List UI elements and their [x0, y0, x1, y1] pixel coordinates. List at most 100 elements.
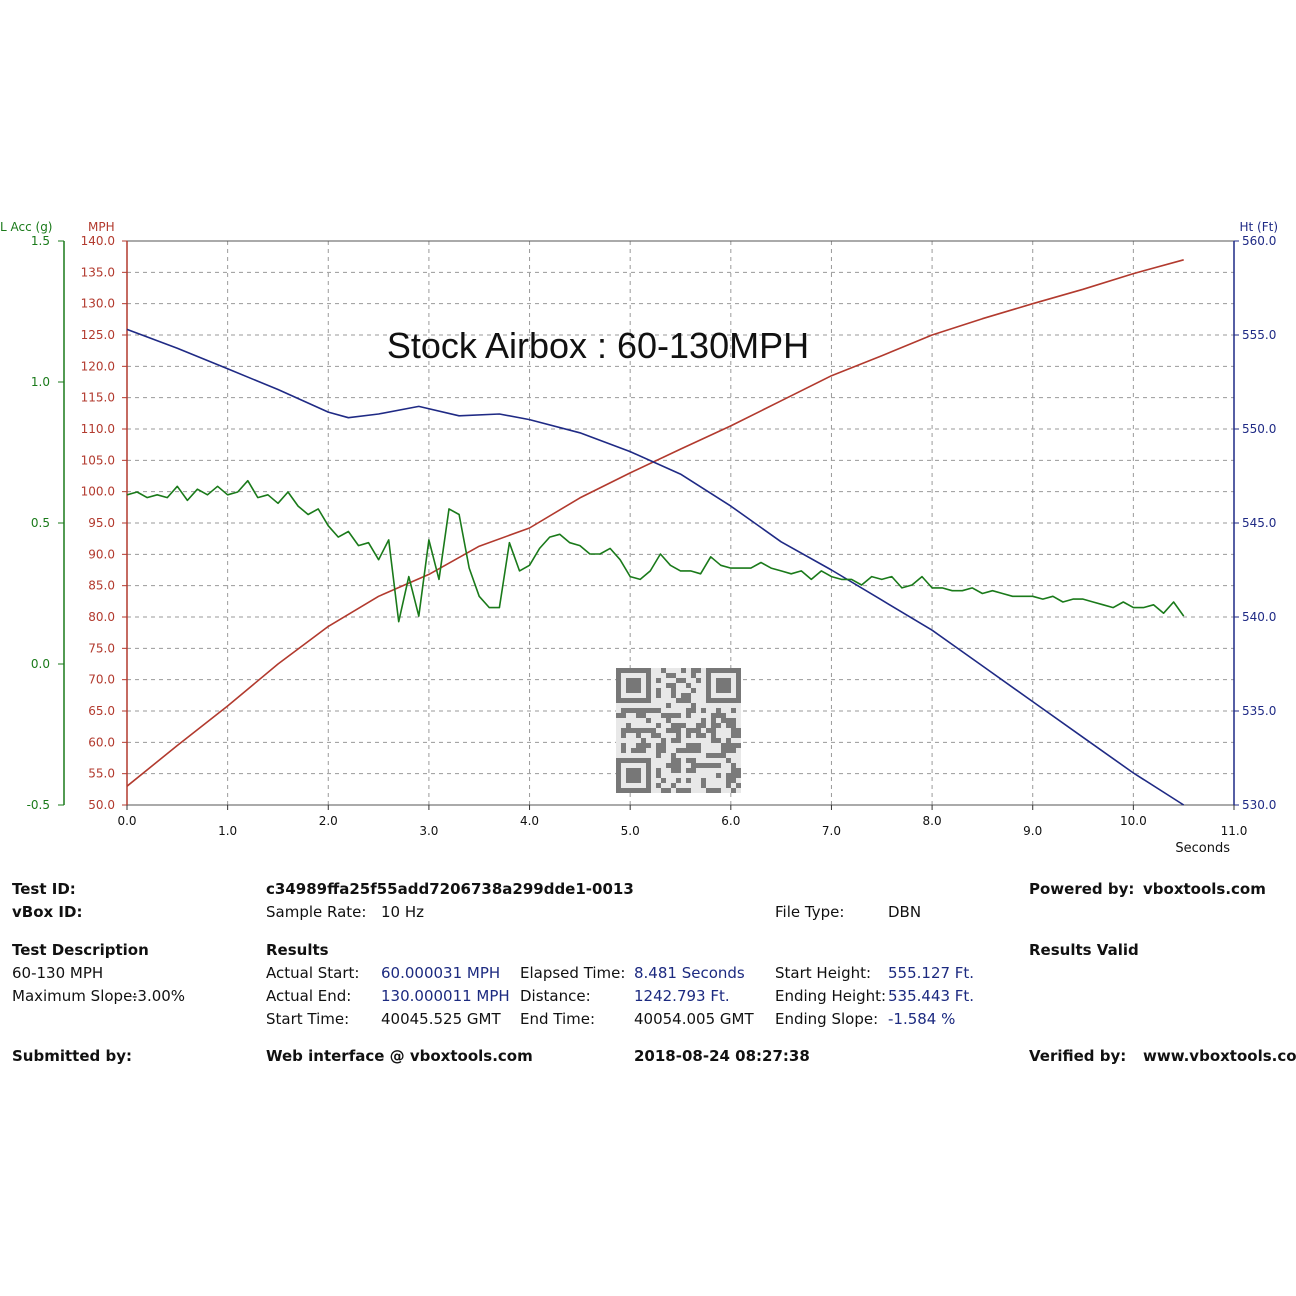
- qr-module: [656, 773, 661, 778]
- qr-module: [681, 748, 686, 753]
- qr-module: [666, 718, 671, 723]
- qr-module: [661, 713, 666, 718]
- qr-module: [656, 733, 661, 738]
- qr-module: [726, 723, 731, 728]
- qr-module: [736, 743, 741, 748]
- x-tick-label: 0.0: [117, 814, 136, 828]
- results-label: Results: [266, 941, 329, 959]
- sample-rate-label: Sample Rate:: [266, 903, 367, 921]
- qr-module: [686, 728, 691, 733]
- qr-module: [686, 698, 691, 703]
- qr-module: [661, 738, 666, 743]
- speed-tick-label: 125.0: [81, 328, 115, 342]
- speed-tick-label: 90.0: [88, 547, 115, 561]
- end-time-label: End Time:: [520, 1010, 596, 1028]
- qr-module: [676, 763, 681, 768]
- qr-module: [656, 768, 661, 773]
- qr-module: [726, 738, 731, 743]
- qr-module: [691, 748, 696, 753]
- qr-module: [681, 788, 686, 793]
- qr-module: [686, 748, 691, 753]
- qr-module: [696, 728, 701, 733]
- x-tick-label: 3.0: [419, 824, 438, 838]
- qr-module: [736, 733, 741, 738]
- x-tick-label: 1.0: [218, 824, 237, 838]
- verified-by-label: Verified by:: [1029, 1047, 1127, 1065]
- distance-label: Distance:: [520, 987, 591, 1005]
- qr-module: [721, 743, 726, 748]
- qr-finder: [626, 678, 641, 693]
- qr-module: [686, 733, 691, 738]
- qr-module: [641, 743, 646, 748]
- qr-module: [621, 733, 626, 738]
- speed-axis-label: MPH: [88, 220, 115, 234]
- x-tick-label: 6.0: [721, 814, 740, 828]
- qr-module: [661, 748, 666, 753]
- qr-module: [656, 688, 661, 693]
- start-time-label: Start Time:: [266, 1010, 350, 1028]
- qr-module: [646, 728, 651, 733]
- qr-module: [691, 728, 696, 733]
- speed-tick-label: 115.0: [81, 391, 115, 405]
- sample-rate-value: 10 Hz: [381, 903, 425, 921]
- qr-module: [631, 748, 636, 753]
- actual-start-value: 60.000031 MPH: [381, 964, 501, 982]
- x-tick-label: 7.0: [822, 824, 841, 838]
- qr-module: [686, 778, 691, 783]
- speed-tick-label: 55.0: [88, 767, 115, 781]
- verified-by-value: www.vboxtools.com: [1143, 1047, 1296, 1065]
- qr-module: [731, 728, 736, 733]
- qr-module: [731, 748, 736, 753]
- qr-module: [636, 728, 641, 733]
- qr-module: [686, 758, 691, 763]
- lat-acc-tick-label: 0.0: [31, 657, 50, 671]
- speed-tick-label: 60.0: [88, 735, 115, 749]
- qr-module: [691, 703, 696, 708]
- qr-module: [701, 723, 706, 728]
- speed-tick-label: 95.0: [88, 516, 115, 530]
- qr-module: [691, 708, 696, 713]
- qr-module: [621, 748, 626, 753]
- qr-module: [696, 763, 701, 768]
- qr-module: [676, 728, 681, 733]
- qr-module: [726, 758, 731, 763]
- qr-module: [666, 683, 671, 688]
- qr-module: [711, 763, 716, 768]
- qr-module: [656, 748, 661, 753]
- qr-module: [666, 673, 671, 678]
- qr-module: [686, 683, 691, 688]
- speed-tick-label: 70.0: [88, 673, 115, 687]
- qr-module: [686, 708, 691, 713]
- qr-code-icon: [616, 668, 741, 793]
- qr-module: [731, 763, 736, 768]
- qr-module: [626, 723, 631, 728]
- qr-module: [696, 748, 701, 753]
- qr-module: [726, 743, 731, 748]
- qr-module: [656, 743, 661, 748]
- qr-module: [676, 678, 681, 683]
- qr-module: [721, 713, 726, 718]
- powered-by-label: Powered by:: [1029, 880, 1135, 898]
- qr-module: [686, 788, 691, 793]
- powered-by-value: vboxtools.com: [1143, 880, 1266, 898]
- qr-module: [691, 768, 696, 773]
- qr-module: [671, 753, 676, 758]
- qr-module: [621, 708, 626, 713]
- height-tick-label: 530.0: [1242, 798, 1276, 812]
- qr-module: [736, 768, 741, 773]
- qr-module: [701, 718, 706, 723]
- x-tick-label: 4.0: [520, 814, 539, 828]
- qr-module: [636, 743, 641, 748]
- qr-module: [726, 773, 731, 778]
- qr-module: [736, 783, 741, 788]
- qr-module: [636, 713, 641, 718]
- qr-module: [711, 718, 716, 723]
- qr-module: [671, 713, 676, 718]
- qr-module: [621, 728, 626, 733]
- qr-module: [711, 738, 716, 743]
- qr-module: [621, 713, 626, 718]
- file-type-label: File Type:: [775, 903, 845, 921]
- qr-module: [706, 788, 711, 793]
- max-slope-label: Maximum Slope:: [12, 987, 138, 1005]
- x-tick-label: 5.0: [621, 824, 640, 838]
